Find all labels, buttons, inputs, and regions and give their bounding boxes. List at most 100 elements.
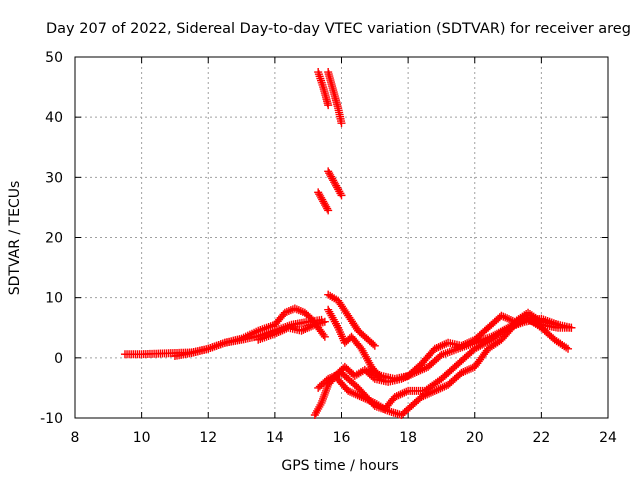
data-point-trace-k xyxy=(564,344,573,353)
data-point-trace-k xyxy=(465,365,474,374)
data-point-trace-h xyxy=(369,340,378,349)
data-point-trace-m xyxy=(400,388,409,397)
data-point-trace-f xyxy=(323,204,332,213)
data-point-trace-m xyxy=(361,394,370,403)
data-point-trace-b xyxy=(319,330,328,339)
data-point-trace-m xyxy=(349,389,358,398)
data-point-trace-m xyxy=(398,389,407,398)
data-point-trace-j xyxy=(420,364,429,373)
data-point-trace-c xyxy=(320,317,329,326)
y-tick-label: 40 xyxy=(45,110,63,126)
data-point-trace-m xyxy=(351,390,360,399)
data-point-trace-l xyxy=(503,314,512,323)
data-point-trace-c xyxy=(297,326,306,335)
x-axis-label: GPS time / hours xyxy=(281,458,398,474)
data-point-trace-c xyxy=(301,325,310,334)
data-point-trace-m xyxy=(359,393,368,402)
axis-ticks xyxy=(74,56,609,419)
x-tick-label: 22 xyxy=(532,430,550,446)
x-tick-label: 10 xyxy=(133,430,151,446)
data-point-trace-c xyxy=(303,324,312,333)
data-point-trace-l xyxy=(438,341,447,350)
data-point-trace-k xyxy=(432,386,441,395)
data-point-trace-l xyxy=(465,338,474,347)
data-point-trace-m xyxy=(390,392,399,401)
y-tick-label: 0 xyxy=(54,351,63,367)
data-point-trace-l xyxy=(457,341,466,350)
data-point-trace-k xyxy=(466,364,475,373)
data-point-trace-c xyxy=(272,328,281,337)
data-point-trace-l xyxy=(466,337,475,346)
data-point-trace-c xyxy=(274,328,283,337)
y-axis-label: SDTVAR / TECUs xyxy=(7,181,23,296)
data-point-trace-k xyxy=(436,384,445,393)
data-point-trace-k xyxy=(562,343,571,352)
data-point-trace-k xyxy=(430,386,439,395)
data-point-trace-k xyxy=(463,366,472,375)
data-point-trace-c xyxy=(270,329,279,338)
data-point-trace-d xyxy=(324,101,333,110)
data-point-trace-c xyxy=(308,321,317,330)
data-point-trace-l xyxy=(440,340,449,349)
data-point-trace-c xyxy=(305,323,314,332)
data-point-trace-j xyxy=(418,365,427,374)
data-point-trace-m xyxy=(347,388,356,397)
y-tick-label: -10 xyxy=(40,411,63,427)
data-point-trace-l xyxy=(364,365,373,374)
y-tick-label: 30 xyxy=(45,170,63,186)
data-point-trace-e xyxy=(337,119,346,128)
data-point-trace-l xyxy=(436,342,445,351)
data-point-trace-h xyxy=(370,341,379,350)
data-point-trace-m xyxy=(367,397,376,406)
data-point-trace-l xyxy=(366,366,375,375)
data-point-trace-m xyxy=(344,386,353,395)
data-point-trace-c xyxy=(280,325,289,334)
data-point-trace-l xyxy=(459,340,468,349)
x-tick-label: 8 xyxy=(71,430,80,446)
data-point-trace-m xyxy=(567,323,576,332)
data-point-trace-b xyxy=(320,332,329,341)
x-tick-labels: 8 10 12 14 16 18 20 22 24 xyxy=(71,430,617,446)
y-tick-label: 20 xyxy=(45,231,63,247)
data-point-trace-l xyxy=(371,369,380,378)
data-point-trace-f xyxy=(324,206,333,215)
data-point-trace-k xyxy=(438,383,447,392)
data-point-trace-l xyxy=(430,344,439,353)
data-point-trace-k xyxy=(457,368,466,377)
data-point-trace-m xyxy=(365,396,374,405)
chart-title: Day 207 of 2022, Sidereal Day-to-day VTE… xyxy=(46,21,631,37)
grid xyxy=(75,57,608,418)
data-points xyxy=(120,68,576,419)
data-point-trace-m xyxy=(363,395,372,404)
x-tick-label: 18 xyxy=(399,430,417,446)
data-point-trace-g xyxy=(337,191,346,200)
data-point-trace-c xyxy=(299,325,308,334)
y-tick-labels: -10 0 10 20 30 40 50 xyxy=(40,50,63,427)
data-point-trace-c xyxy=(278,326,287,335)
data-point-trace-l xyxy=(501,313,510,322)
data-point-trace-k xyxy=(440,382,449,391)
data-point-trace-k xyxy=(324,374,333,383)
data-point-trace-k xyxy=(459,368,468,377)
data-point-trace-m xyxy=(402,387,411,396)
x-tick-label: 20 xyxy=(466,430,484,446)
data-point-trace-c xyxy=(307,322,316,331)
data-point-trace-m xyxy=(396,390,405,399)
data-point-trace-l xyxy=(432,343,441,352)
data-point-trace-k xyxy=(417,392,426,401)
x-tick-label: 24 xyxy=(599,430,617,446)
data-point-trace-m xyxy=(355,392,364,401)
data-point-trace-m xyxy=(392,392,401,401)
data-point-trace-m xyxy=(394,391,403,400)
data-point-trace-l xyxy=(505,315,514,324)
data-point-trace-l xyxy=(373,370,382,379)
data-point-trace-l xyxy=(499,312,508,321)
data-point-trace-k xyxy=(434,385,443,394)
y-tick-label: 10 xyxy=(45,291,63,307)
data-point-trace-m xyxy=(346,387,355,396)
data-point-trace-l xyxy=(463,339,472,348)
data-point-trace-l xyxy=(434,343,443,352)
data-point-trace-l xyxy=(461,340,470,349)
data-point-trace-m xyxy=(357,392,366,401)
